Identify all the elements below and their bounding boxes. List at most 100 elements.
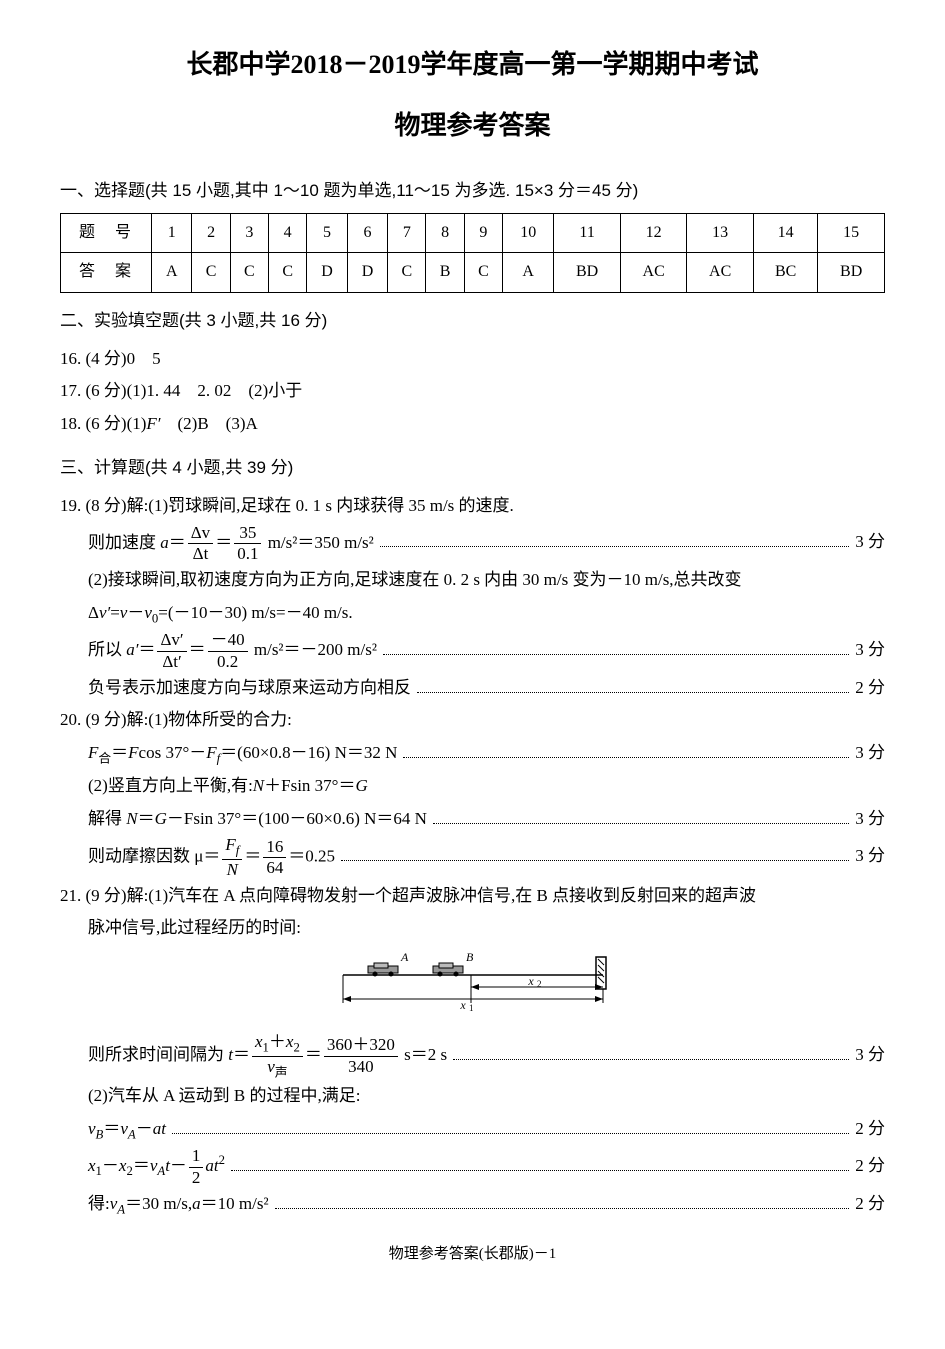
school-title: 长郡中学2018－2019学年度高一第一学期期中考试 [60,40,885,89]
row-label: 题 号 [61,214,152,253]
points: 3 分 [855,634,885,666]
frac-den: Δt′ [157,652,186,672]
q21-line4: x1－x2＝vAt－12at2 2 分 [88,1146,885,1188]
frac-den: 2 [189,1168,204,1188]
cell: 11 [554,214,621,253]
q21-line5: 得:vA＝30 m/s,a＝10 m/s² 2 分 [88,1188,885,1222]
text: m/s²＝－200 m/s² [250,640,377,659]
section2-header: 二、实验填空题(共 3 小题,共 16 分) [60,305,885,337]
answer-table: 题 号 1 2 3 4 5 6 7 8 9 10 11 12 13 14 15 … [60,213,885,293]
label-B: B [466,953,474,964]
q19-head: 19. (8 分)解:(1)罚球瞬间,足球在 0. 1 s 内球获得 35 m/… [60,490,885,522]
q20-line4: 则动摩擦因数 μ＝FfN＝1664＝0.25 3 分 [88,835,885,880]
subject-title: 物理参考答案 [60,101,885,150]
frac-num: 16 [263,837,286,858]
text: ＝0.25 [288,846,335,865]
text: ＝ [138,809,155,828]
cell: BD [554,253,621,292]
q20-line3: 解得 N＝G－Fsin 37°＝(100－60×0.6) N＝64 N 3 分 [88,803,885,835]
text: m/s²＝350 m/s² [263,532,373,551]
text: 解得 [88,809,126,828]
cell: 15 [818,214,885,253]
table-row-answers: 答 案 A C C C D D C B C A BD AC AC BC BD [61,253,885,292]
frac-num: Δv′ [157,630,186,651]
cell: 4 [269,214,307,253]
cell: 8 [426,214,464,253]
text: －Fsin 37°＝(100－60×0.6) N＝64 N [167,809,427,828]
cell: 14 [753,214,817,253]
points: 2 分 [855,1113,885,1145]
q17: 17. (6 分)(1)1. 44 2. 02 (2)小于 [60,375,885,407]
cell: A [152,253,192,292]
page-footer: 物理参考答案(长郡版)－1 [60,1240,885,1269]
cell: 3 [230,214,268,253]
cell: 5 [307,214,347,253]
cell: 2 [192,214,230,253]
cell: C [269,253,307,292]
q19-line2: (2)接球瞬间,取初速度方向为正方向,足球速度在 0. 2 s 内由 30 m/… [88,564,885,596]
q19-line4: 所以 a′＝Δv′Δt′＝－400.2 m/s²＝－200 m/s² 3 分 [88,630,885,672]
q18-F: F′ [146,414,160,433]
svg-text:x: x [527,974,534,988]
q18: 18. (6 分)(1)F′ (2)B (3)A [60,408,885,440]
points: 3 分 [855,840,885,872]
q19-line1: 则加速度 a＝ΔvΔt＝350.1 m/s²＝350 m/s² 3 分 [88,523,885,565]
text: 则加速度 [88,532,160,551]
svg-text:1: 1 [469,1003,474,1013]
text: 负号表示加速度方向与球原来运动方向相反 [88,672,411,704]
points: 3 分 [855,737,885,769]
frac-num: 1 [189,1146,204,1167]
cell: 10 [503,214,554,253]
cell: C [192,253,230,292]
q21-line3: vB＝vA－at 2 分 [88,1113,885,1147]
svg-text:2: 2 [537,979,542,989]
text: 则动摩擦因数 μ＝ [88,846,220,865]
section3-header: 三、计算题(共 4 小题,共 39 分) [60,452,885,484]
cell: 13 [687,214,754,253]
points: 2 分 [855,1150,885,1182]
q21-head: 21. (9 分)解:(1)汽车在 A 点向障碍物发射一个超声波脉冲信号,在 B… [60,880,885,912]
row-label: 答 案 [61,253,152,292]
text: s＝2 s [400,1045,447,1064]
q21-line1: 则所求时间间隔为 t＝x1＋x2v声＝360＋320340 s＝2 s 3 分 [88,1032,885,1080]
q21-line2: (2)汽车从 A 运动到 B 的过程中,满足: [88,1080,885,1112]
cell: BC [753,253,817,292]
cell: C [388,253,426,292]
points: 3 分 [855,803,885,835]
cell: 9 [464,214,502,253]
q16: 16. (4 分)0 5 [60,343,885,375]
cell: 6 [347,214,387,253]
section1-header: 一、选择题(共 15 小题,其中 1～10 题为单选,11～15 为多选. 15… [60,175,885,207]
points: 2 分 [855,672,885,704]
points: 2 分 [855,1188,885,1220]
q20-head: 20. (9 分)解:(1)物体所受的合力: [60,704,885,736]
cell: D [347,253,387,292]
points: 3 分 [855,526,885,558]
cell: BD [818,253,885,292]
frac-num: 35 [234,523,261,544]
frac-num: 360＋320 [324,1035,398,1056]
cell: D [307,253,347,292]
text: 则所求时间间隔为 [88,1045,228,1064]
points: 3 分 [855,1039,885,1071]
text: 所以 [88,640,126,659]
frac-den: 64 [263,858,286,878]
cell: 7 [388,214,426,253]
q19-line3: Δv′=v－v0=(－10－30) m/s=－40 m/s. [88,597,885,631]
text: N [126,809,137,828]
cell: C [464,253,502,292]
cell: 1 [152,214,192,253]
q18-rest: (2)B (3)A [161,414,258,433]
table-row-nums: 题 号 1 2 3 4 5 6 7 8 9 10 11 12 13 14 15 [61,214,885,253]
cell: B [426,253,464,292]
svg-text:x: x [459,998,466,1012]
frac-den: 340 [324,1057,398,1077]
q20-line1: F合＝Fcos 37°－Ff＝(60×0.8－16) N＝32 N 3 分 [88,737,885,771]
frac-den: 0.2 [208,652,248,672]
frac-den: N [222,860,242,880]
cell: C [230,253,268,292]
q18-prefix: 18. (6 分)(1) [60,414,146,433]
q19-line5: 负号表示加速度方向与球原来运动方向相反 2 分 [88,672,885,704]
text: (2)竖直方向上平衡,有: [88,776,253,795]
frac-den: 0.1 [234,544,261,564]
